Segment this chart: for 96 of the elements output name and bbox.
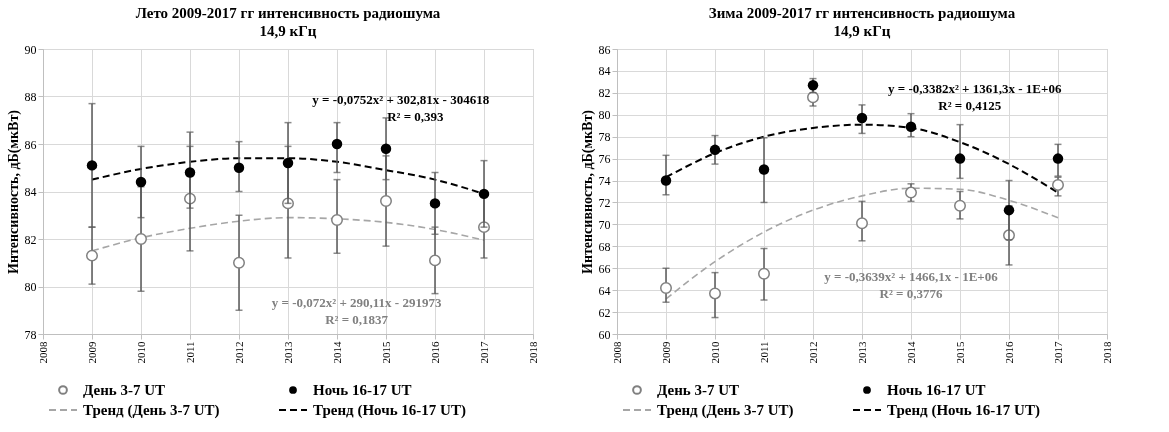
point — [86, 249, 98, 262]
y-tick-label: 84 — [598, 64, 611, 79]
point — [282, 157, 294, 169]
y-tick-label: 84 — [24, 185, 37, 199]
x-tick-label: 2014 — [330, 341, 343, 364]
chart-title: Зима 2009-2017 гг интенсивность радиошума — [708, 5, 1016, 21]
y-tick-label: 74 — [598, 174, 611, 189]
point — [331, 138, 343, 150]
point — [86, 160, 98, 171]
y-tick-label: 68 — [598, 239, 611, 254]
x-tick-label: 2008 — [36, 341, 49, 364]
y-tick-label: 70 — [598, 217, 611, 232]
point — [905, 121, 917, 133]
legend-label: Тренд (День 3-7 UT) — [83, 402, 220, 419]
x-tick-label: 2010 — [708, 341, 721, 364]
y-tick-label: 88 — [24, 90, 37, 104]
annotation: y = -0,0752x² + 302,81x - 304618 — [312, 92, 490, 108]
line-series — [665, 187, 1059, 300]
annotation: y = -0,072x² + 290,11x - 291973 — [271, 294, 442, 310]
legend-label: День 3-7 UT — [657, 382, 740, 398]
point — [1052, 153, 1064, 164]
x-tick-label: 2012 — [232, 341, 245, 364]
legend-label: Тренд (День 3-7 UT) — [657, 402, 794, 419]
point — [954, 153, 966, 164]
annotation: R² = 0,3776 — [879, 286, 943, 302]
y-axis-title: Интенсивность, дБ(мкВт) — [5, 109, 22, 274]
point — [233, 256, 245, 269]
y-tick-label: 90 — [24, 42, 37, 57]
y-tick-label: 82 — [24, 232, 37, 247]
point — [429, 198, 441, 209]
x-tick-label: 2013 — [855, 341, 868, 364]
point — [1052, 178, 1064, 191]
y-tick-label: 82 — [598, 86, 611, 101]
annotation: y = -0,3639x² + 1466,1x - 1E+06 — [824, 269, 999, 284]
point — [660, 175, 672, 186]
x-tick-label: 2018 — [526, 341, 539, 364]
point — [758, 164, 770, 175]
x-tick-label: 2009 — [85, 341, 98, 364]
chart-title: Лето 2009-2017 гг интенсивность радиошума — [135, 5, 441, 21]
legend-label: День 3-7 UT — [83, 382, 166, 398]
point — [856, 217, 868, 230]
annotation: R² = 0,4125 — [938, 98, 1002, 113]
x-tick-label: 2016 — [1002, 341, 1015, 364]
x-tick-label: 2011 — [183, 341, 196, 364]
y-axis-title: Интенсивность, дБ(мкВт) — [579, 109, 596, 274]
x-tick-label: 2008 — [610, 341, 623, 364]
x-tick-label: 2011 — [757, 341, 770, 364]
point — [429, 254, 441, 267]
chart-subtitle: 14,9 кГц — [259, 23, 317, 39]
x-tick-label: 2009 — [659, 341, 672, 364]
point — [478, 188, 490, 200]
point — [905, 186, 917, 199]
point — [709, 144, 721, 156]
point — [856, 112, 868, 124]
y-tick-label: 72 — [598, 195, 611, 210]
x-tick-label: 2014 — [904, 341, 917, 364]
y-tick-label: 62 — [598, 305, 611, 320]
y-tick-label: 80 — [24, 280, 37, 294]
x-tick-label: 2010 — [134, 341, 147, 364]
x-tick-label: 2015 — [953, 341, 966, 364]
y-tick-label: 60 — [598, 327, 611, 342]
legend-label: Тренд (Ночь 16-17 UT) — [887, 402, 1040, 419]
y-tick-label: 66 — [598, 261, 611, 276]
chart-subtitle: 14,9 кГц — [833, 23, 891, 39]
point — [331, 214, 343, 226]
point — [1003, 204, 1015, 216]
point — [380, 143, 392, 154]
point — [758, 267, 770, 280]
x-tick-label: 2016 — [428, 341, 441, 364]
y-tick-label: 76 — [598, 152, 611, 167]
y-tick-label: 64 — [598, 283, 611, 298]
y-tick-label: 86 — [24, 137, 37, 152]
point — [954, 199, 966, 212]
point — [135, 233, 147, 245]
x-tick-label: 2017 — [477, 341, 490, 364]
legend-label: Ночь 16-17 UT — [313, 382, 412, 398]
x-tick-label: 2013 — [281, 341, 294, 364]
annotation: y = -0,3382x² + 1361,3x - 1E+06 — [887, 80, 1062, 96]
x-tick-label: 2012 — [806, 341, 819, 364]
point — [184, 167, 196, 178]
point — [135, 176, 147, 188]
legend-label: Ночь 16-17 UT — [887, 382, 986, 398]
y-tick-label: 80 — [598, 108, 611, 123]
x-tick-label: 2018 — [1100, 341, 1113, 364]
point — [233, 162, 245, 173]
x-tick-label: 2015 — [379, 341, 392, 364]
annotation: R² = 0,1837 — [325, 311, 389, 327]
point — [660, 281, 672, 294]
legend-label: Тренд (Ночь 16-17 UT) — [313, 402, 466, 419]
y-tick-label: 78 — [598, 130, 611, 145]
point — [709, 287, 721, 300]
x-tick-label: 2017 — [1051, 341, 1064, 364]
y-tick-label: 78 — [24, 327, 37, 342]
annotation: R² = 0,393 — [387, 109, 445, 125]
y-tick-label: 86 — [598, 42, 611, 57]
point — [380, 195, 392, 207]
